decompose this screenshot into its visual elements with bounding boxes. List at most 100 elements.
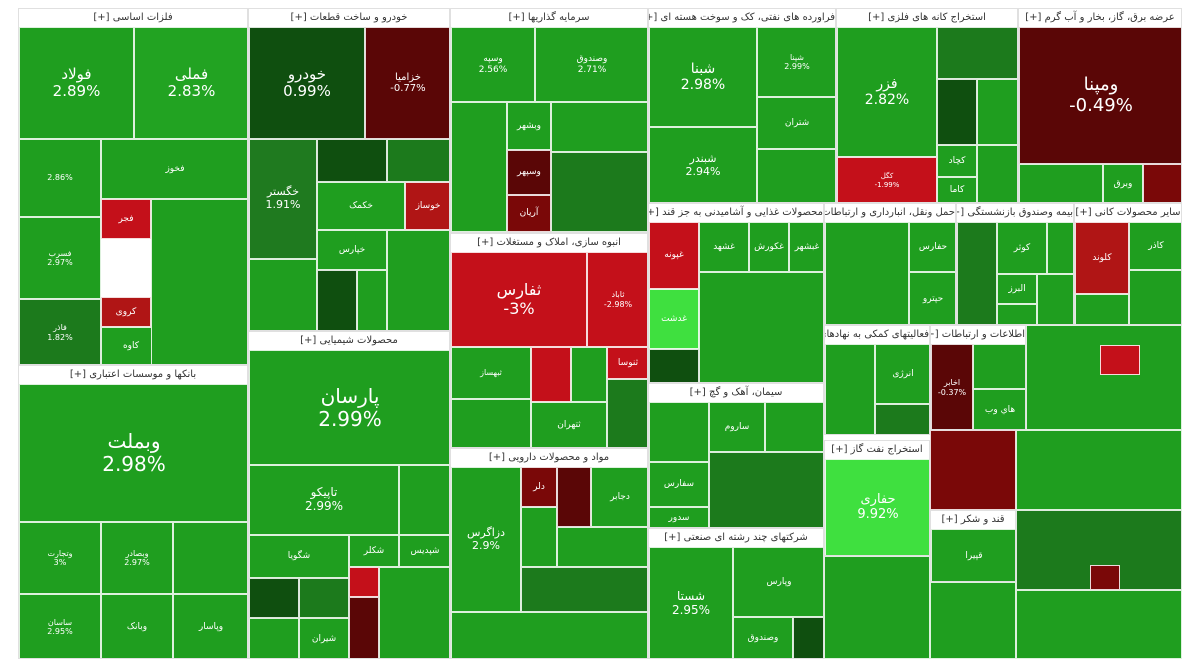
minor-tile[interactable]	[825, 222, 909, 324]
sector-investments[interactable]: سرمایه گذاریها [+] وسپه 2.56% وصندوق 2.7…	[450, 8, 648, 233]
stock-tile[interactable]: شبنا 2.98%	[649, 27, 757, 127]
minor-tile[interactable]	[824, 556, 930, 659]
minor-tile[interactable]	[977, 145, 1017, 202]
minor-tile[interactable]	[557, 467, 591, 527]
sector-insurance[interactable]: بیمه وصندوق بازنشستگی [+] البرز کوثر	[956, 203, 1074, 325]
minor-tile[interactable]	[521, 507, 557, 567]
stock-tile[interactable]: غدشت	[649, 289, 699, 349]
minor-tile[interactable]	[1026, 325, 1182, 430]
sector-pharma[interactable]: مواد و محصولات دارویی [+] دزاگرس 2.9% دج…	[450, 448, 648, 659]
stock-tile[interactable]: حفارس	[909, 222, 955, 272]
sector-header[interactable]: استخراج نفت گاز [+]	[825, 441, 929, 460]
sector-financial-aux[interactable]: فعالیتهای کمکی به نهادهای مالی واسط [+] …	[824, 325, 930, 435]
sector-oil-gas-extraction[interactable]: استخراج نفت گاز [+] حفاری 9.92%	[824, 440, 930, 556]
sector-basic-metals[interactable]: فلزات اساسی [+] فولاد 2.89% فملی 2.83% 2…	[18, 8, 248, 365]
minor-tile[interactable]	[1100, 345, 1140, 375]
minor-tile[interactable]	[793, 617, 823, 658]
minor-tile[interactable]	[930, 430, 1016, 510]
minor-tile[interactable]	[451, 612, 647, 658]
sector-transport[interactable]: حمل ونقل، انبارداری و ارتباطات [+] حفارس…	[824, 203, 956, 325]
minor-tile[interactable]	[249, 618, 299, 658]
minor-tile[interactable]	[551, 102, 647, 152]
stock-tile[interactable]: شپدیس	[399, 535, 449, 567]
minor-tile[interactable]	[649, 402, 709, 462]
stock-tile[interactable]: دزاگرس 2.9%	[451, 467, 521, 612]
sector-header[interactable]: خودرو و ساخت قطعات [+]	[249, 9, 449, 28]
minor-tile[interactable]	[357, 270, 387, 330]
minor-tile[interactable]	[930, 582, 1016, 659]
minor-tile[interactable]	[387, 139, 449, 182]
sector-food[interactable]: محصولات غذایی و آشامیدنی به جز قند [+] غ…	[648, 203, 824, 383]
sector-header[interactable]: سایر محصولات کانی [+]	[1075, 204, 1181, 223]
stock-tile[interactable]: خکمک	[317, 182, 405, 230]
minor-tile[interactable]	[1129, 270, 1181, 324]
minor-tile[interactable]	[317, 270, 357, 330]
stock-tile[interactable]: کاما	[937, 177, 977, 202]
sector-real-estate[interactable]: انبوه سازی، املاک و مستغلات [+] ثفارس -3…	[450, 233, 648, 448]
sector-header[interactable]: فعالیتهای کمکی به نهادهای مالی واسط [+]	[825, 326, 929, 345]
minor-tile[interactable]	[937, 79, 977, 145]
stock-tile[interactable]: ثتهران	[531, 402, 607, 447]
minor-tile[interactable]	[349, 597, 379, 658]
stock-tile[interactable]: سفارس	[649, 462, 709, 507]
minor-tile[interactable]	[551, 152, 647, 232]
stock-tile[interactable]: وسپهر	[507, 150, 551, 195]
sector-header[interactable]: شرکتهای چند رشته ای صنعتی [+]	[649, 529, 823, 548]
minor-tile[interactable]	[607, 379, 647, 447]
minor-tile[interactable]	[757, 149, 835, 202]
minor-tile[interactable]	[521, 567, 647, 612]
minor-tile[interactable]	[451, 399, 531, 447]
stock-tile[interactable]: شپنا 2.99%	[757, 27, 835, 97]
minor-tile[interactable]	[1143, 164, 1181, 202]
minor-tile[interactable]	[977, 79, 1017, 145]
stock-tile[interactable]: غشهد	[699, 222, 749, 272]
stock-tile[interactable]: وبملت 2.98%	[19, 384, 247, 522]
sector-header[interactable]: اطلاعات و ارتباطات [+]	[931, 326, 1025, 345]
stock-tile[interactable]: فزر 2.82%	[837, 27, 937, 157]
stock-tile[interactable]: البرز	[997, 274, 1037, 304]
stock-tile[interactable]: حپترو	[909, 272, 955, 324]
minor-tile[interactable]	[249, 578, 299, 618]
sector-utilities[interactable]: عرضه برق، گاز، بخار و آب گرم [+] ومپنا -…	[1018, 8, 1182, 203]
sector-header[interactable]: حمل ونقل، انبارداری و ارتباطات [+]	[825, 204, 955, 223]
sector-header[interactable]: بانکها و موسسات اعتباری [+]	[19, 366, 247, 385]
sector-header[interactable]: سرمایه گذاریها [+]	[451, 9, 647, 28]
minor-tile[interactable]	[557, 527, 647, 567]
minor-tile[interactable]	[317, 139, 387, 182]
sector-header[interactable]: سیمان، آهک و گچ [+]	[649, 384, 823, 403]
minor-tile[interactable]	[957, 222, 997, 324]
minor-tile[interactable]	[151, 199, 247, 364]
stock-tile[interactable]: شکلر	[349, 535, 399, 567]
stock-tile[interactable]: وبصادر 2.97%	[101, 522, 173, 594]
sector-header[interactable]: محصولات غذایی و آشامیدنی به جز قند [+]	[649, 204, 823, 223]
sector-conglomerates[interactable]: شرکتهای چند رشته ای صنعتی [+] شستا 2.95%…	[648, 528, 824, 659]
stock-tile[interactable]: ومپنا -0.49%	[1019, 27, 1181, 164]
minor-tile[interactable]	[875, 404, 929, 434]
stock-tile[interactable]: خودرو 0.99%	[249, 27, 365, 139]
stock-tile[interactable]: سدور	[649, 507, 709, 527]
minor-tile[interactable]	[1016, 430, 1182, 510]
stock-tile[interactable]: خوساز	[405, 182, 449, 230]
stock-tile[interactable]: اخابر -0.37%	[931, 344, 973, 429]
sector-metal-ores[interactable]: استخراج کانه های فلزی [+] فزر 2.82% کگل …	[836, 8, 1018, 203]
minor-tile[interactable]	[709, 452, 823, 527]
stock-tile[interactable]: کگل -1.99%	[837, 157, 937, 202]
stock-tile[interactable]: ثبهساز	[451, 347, 531, 399]
stock-tile[interactable]: وبرق	[1103, 164, 1143, 202]
stock-tile[interactable]: انرژی	[875, 344, 929, 404]
sector-cement[interactable]: سیمان، آهک و گچ [+] سفارس ساروم سدور	[648, 383, 824, 528]
stock-tile[interactable]: وبشهر	[507, 102, 551, 150]
stock-tile[interactable]: هاي وب	[973, 389, 1025, 429]
stock-tile[interactable]: دلر	[521, 467, 557, 507]
sector-header[interactable]: استخراج کانه های فلزی [+]	[837, 9, 1017, 28]
stock-tile[interactable]: وصندوق	[733, 617, 793, 658]
stock-tile[interactable]: فخوز	[101, 139, 247, 199]
sector-ict[interactable]: اطلاعات و ارتباطات [+] اخابر -0.37% هاي …	[930, 325, 1026, 430]
stock-tile[interactable]: قپیرا	[931, 529, 1015, 581]
stock-tile[interactable]: ثفارس -3%	[451, 252, 587, 347]
stock-tile[interactable]: کروی	[101, 297, 151, 327]
sector-header[interactable]: محصولات شیمیایی [+]	[249, 332, 449, 351]
sector-header[interactable]: مواد و محصولات دارویی [+]	[451, 449, 647, 468]
stock-tile[interactable]: تاپیکو 2.99%	[249, 465, 399, 535]
minor-tile[interactable]	[531, 347, 571, 402]
